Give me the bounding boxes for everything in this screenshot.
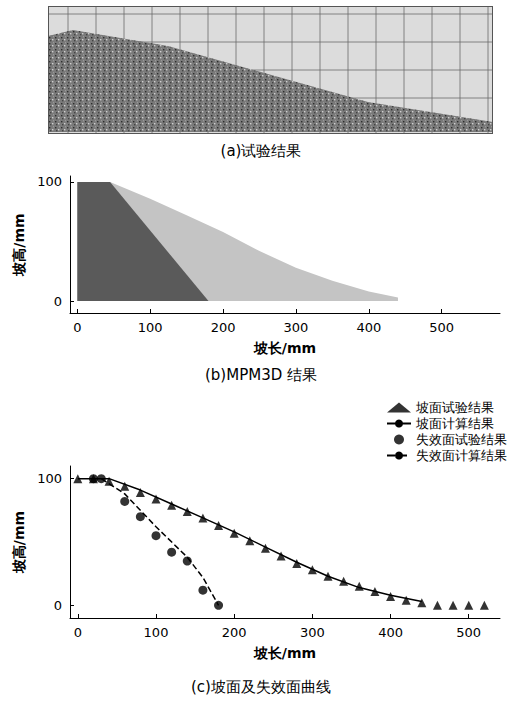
svg-text:500: 500 <box>429 320 454 335</box>
svg-text:400: 400 <box>378 625 403 640</box>
svg-text:300: 300 <box>284 320 309 335</box>
svg-text:坡高/mm: 坡高/mm <box>11 213 27 276</box>
svg-text:0: 0 <box>73 320 81 335</box>
svg-text:500: 500 <box>456 625 481 640</box>
svg-text:坡长/mm: 坡长/mm <box>253 645 316 661</box>
svg-text:200: 200 <box>222 625 247 640</box>
svg-text:坡长/mm: 坡长/mm <box>253 340 316 356</box>
svg-text:0: 0 <box>74 625 82 640</box>
svg-text:0: 0 <box>54 598 62 613</box>
html-text:(b)MPM3D 结果: (b)MPM3D 结果 <box>205 366 317 384</box>
svg-text:失效面试验结果: 失效面试验结果 <box>416 432 507 447</box>
svg-text:100: 100 <box>37 174 62 189</box>
svg-text:200: 200 <box>211 320 236 335</box>
svg-text:0: 0 <box>54 294 62 309</box>
svg-text:100: 100 <box>37 471 62 486</box>
svg-text:坡面计算结果: 坡面计算结果 <box>415 416 494 431</box>
svg-text:坡高/mm: 坡高/mm <box>11 511 27 574</box>
svg-text:失效面计算结果: 失效面计算结果 <box>416 448 507 463</box>
svg-text:100: 100 <box>144 625 169 640</box>
html-text:(a)试验结果: (a)试验结果 <box>220 142 302 160</box>
svg-text:坡面试验结果: 坡面试验结果 <box>415 400 494 415</box>
svg-text:400: 400 <box>356 320 381 335</box>
svg-text:100: 100 <box>138 320 163 335</box>
svg-text:300: 300 <box>300 625 325 640</box>
html-text:(c)坡面及失效面曲线: (c)坡面及失效面曲线 <box>191 678 331 696</box>
